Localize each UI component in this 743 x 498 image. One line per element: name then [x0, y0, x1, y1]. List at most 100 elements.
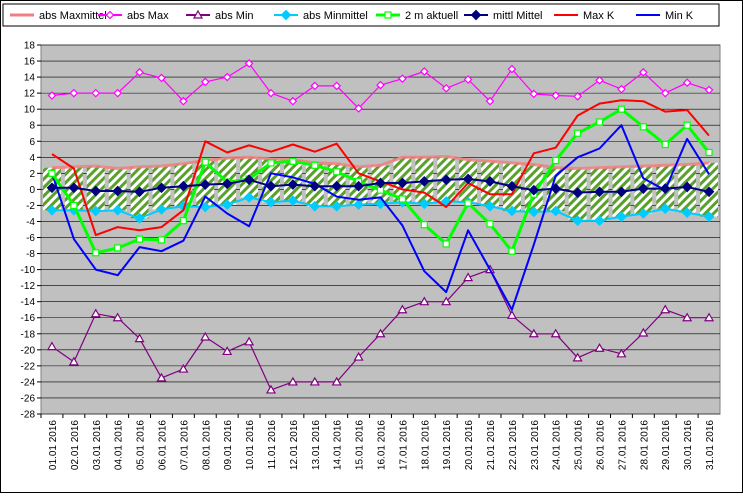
y-tick-label: -28	[21, 410, 36, 421]
y-tick-label: 6	[29, 137, 35, 148]
data-point-abs-min	[397, 304, 408, 314]
data-point-abs-max	[266, 88, 276, 98]
data-point-mittl-mittel	[178, 180, 189, 192]
data-point-mittl-mittel	[112, 185, 124, 197]
data-point-abs-max	[179, 96, 188, 106]
y-tick-label: -2	[26, 201, 35, 212]
y-tick-label: 14	[24, 73, 36, 84]
data-point-mittl-mittel	[90, 185, 102, 197]
y-tick-label: -16	[21, 313, 36, 324]
legend-item-min-k: Min K	[636, 10, 694, 22]
data-point-mittl-mittel	[331, 180, 343, 192]
data-point-2-m-aktuell	[464, 199, 472, 207]
data-point-abs-max	[69, 88, 79, 98]
data-point-abs-min	[506, 310, 517, 319]
legend-box	[2, 3, 720, 27]
data-point-mittl-mittel	[375, 177, 386, 189]
series-line-abs-maxmittel	[51, 155, 710, 170]
plot-area: -28-26-24-22-20-18-16-14-12-10-8-6-4-202…	[21, 41, 721, 470]
legend-item-mittl-mittel: mittl Mittel	[464, 9, 543, 22]
data-point-abs-max	[507, 64, 517, 74]
data-point-2-m-aktuell	[135, 235, 144, 243]
data-point-abs-minmittel	[506, 205, 518, 217]
data-point-abs-min	[244, 336, 255, 346]
data-point-2-m-aktuell	[267, 159, 275, 167]
legend: abs Maxmittel abs Max abs Min abs Minmittel…	[2, 3, 720, 27]
x-tick-label: 05.01 2016	[136, 420, 147, 470]
data-point-mittl-mittel	[243, 174, 255, 186]
x-tick-label: 17.01 2016	[398, 420, 409, 470]
data-point-2-m-aktuell	[420, 221, 428, 229]
data-point-abs-min	[90, 308, 101, 318]
data-point-abs-min	[222, 346, 233, 356]
x-tick-label: 31.01 2016	[705, 420, 716, 470]
legend-marker-abs-minmittel	[280, 9, 292, 21]
y-tick-label: 0	[29, 185, 35, 196]
data-point-2-m-aktuell	[398, 195, 407, 203]
data-point-abs-minmittel	[550, 205, 562, 217]
series-abs-maxmittel	[51, 155, 710, 170]
data-point-abs-max	[376, 80, 385, 90]
plot-background	[40, 44, 721, 415]
y-tick-label: 8	[29, 121, 35, 132]
data-point-2-m-aktuell	[486, 220, 494, 228]
legend-item-2-m-aktuell: 2 m aktuell	[376, 10, 458, 22]
legend-label-mittl-mittel: mittl Mittel	[493, 10, 543, 22]
x-tick-label: 21.01 2016	[486, 420, 497, 470]
data-point-mittl-mittel	[506, 180, 518, 192]
data-point-abs-max	[222, 72, 232, 82]
data-point-2-m-aktuell	[661, 140, 669, 149]
y-tick-label: 10	[24, 105, 36, 116]
data-point-abs-max	[91, 88, 101, 98]
data-point-2-m-aktuell	[705, 148, 713, 157]
x-tick-label: 27.01 2016	[617, 420, 628, 470]
data-point-2-m-aktuell	[683, 121, 691, 129]
data-point-abs-min	[375, 328, 386, 338]
data-point-abs-min	[550, 328, 561, 338]
data-point-abs-min	[660, 304, 671, 314]
data-point-2-m-aktuell	[552, 156, 560, 165]
data-point-abs-max	[551, 91, 561, 100]
y-tick-label: -14	[21, 297, 36, 308]
data-point-abs-min	[309, 376, 320, 386]
data-point-2-m-aktuell	[179, 217, 187, 225]
data-point-abs-max	[529, 89, 539, 99]
x-tick-label: 26.01 2016	[596, 420, 607, 470]
y-tick-label: -8	[26, 249, 35, 260]
data-point-2-m-aktuell	[333, 168, 341, 176]
data-point-abs-max	[47, 91, 57, 100]
series-abs-min	[46, 264, 715, 394]
data-point-abs-max	[157, 73, 166, 83]
data-point-abs-minmittel	[572, 215, 583, 227]
data-point-abs-minmittel	[616, 211, 627, 223]
data-point-abs-min	[528, 328, 539, 338]
data-point-abs-max	[595, 75, 604, 85]
data-point-abs-min	[594, 343, 605, 352]
data-point-abs-minmittel	[243, 192, 255, 203]
x-tick-label: 03.01 2016	[92, 420, 103, 470]
data-point-abs-minmittel	[418, 198, 430, 210]
y-tick-label: 18	[24, 41, 36, 52]
series-abs-max	[47, 59, 714, 113]
data-point-abs-min	[704, 312, 715, 322]
data-point-abs-max	[660, 88, 670, 98]
data-point-mittl-mittel	[418, 176, 430, 187]
legend-label-max-k: Max K	[583, 10, 615, 22]
data-point-abs-min	[616, 348, 627, 358]
data-point-mittl-mittel	[287, 179, 299, 190]
data-point-abs-minmittel	[703, 211, 715, 223]
x-tick-label: 15.01 2016	[355, 420, 366, 470]
data-point-abs-min	[572, 352, 583, 362]
x-tick-label: 22.01 2016	[508, 420, 519, 470]
data-point-mittl-mittel	[134, 186, 145, 198]
legend-label-abs-minmittel: abs Minmittel	[303, 10, 368, 22]
data-point-mittl-mittel	[199, 179, 211, 190]
x-tick-label: 08.01 2016	[201, 420, 212, 470]
data-point-mittl-mittel	[550, 183, 562, 194]
y-tick-label: -6	[26, 233, 35, 244]
data-point-abs-minmittel	[90, 205, 102, 217]
x-tick-label: 16.01 2016	[377, 420, 388, 470]
band-bar	[262, 158, 280, 203]
legend-label-abs-min: abs Min	[215, 10, 254, 22]
legend-label-abs-maxmittel: abs Maxmittel	[39, 10, 107, 22]
